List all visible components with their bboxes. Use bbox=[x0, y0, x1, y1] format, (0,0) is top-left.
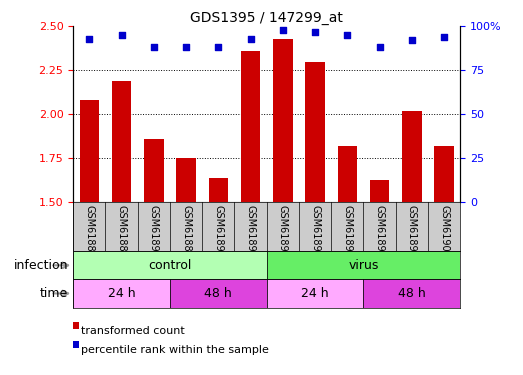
Text: GSM61891: GSM61891 bbox=[149, 205, 159, 258]
Bar bbox=[79, 100, 99, 202]
Point bbox=[150, 44, 158, 50]
Text: 48 h: 48 h bbox=[204, 287, 232, 300]
Point bbox=[246, 36, 255, 42]
Text: time: time bbox=[40, 287, 68, 300]
Text: GSM61888: GSM61888 bbox=[181, 205, 191, 258]
Bar bbox=[273, 39, 292, 203]
Point bbox=[182, 44, 190, 50]
Bar bbox=[241, 51, 260, 202]
Bar bbox=[73, 251, 267, 279]
Bar bbox=[267, 279, 363, 308]
Point bbox=[408, 38, 416, 44]
Text: percentile rank within the sample: percentile rank within the sample bbox=[81, 345, 269, 355]
Bar bbox=[267, 251, 460, 279]
Bar bbox=[402, 111, 422, 202]
Point bbox=[117, 32, 126, 38]
Bar bbox=[435, 146, 454, 202]
Text: GSM61886: GSM61886 bbox=[84, 205, 94, 258]
Bar bbox=[338, 146, 357, 202]
Bar bbox=[370, 180, 389, 203]
Point bbox=[85, 36, 94, 42]
Point bbox=[440, 34, 448, 40]
Text: virus: virus bbox=[348, 259, 379, 272]
Text: GSM61892: GSM61892 bbox=[246, 205, 256, 258]
Text: GSM61900: GSM61900 bbox=[439, 205, 449, 258]
Text: control: control bbox=[149, 259, 191, 272]
Point bbox=[279, 27, 287, 33]
Bar bbox=[363, 279, 460, 308]
Bar bbox=[170, 279, 267, 308]
Bar bbox=[305, 62, 325, 202]
Bar bbox=[144, 139, 164, 202]
Text: GSM61898: GSM61898 bbox=[407, 205, 417, 258]
Point bbox=[311, 28, 319, 34]
Point bbox=[376, 44, 384, 50]
Text: GSM61893: GSM61893 bbox=[278, 205, 288, 258]
Text: GSM61897: GSM61897 bbox=[310, 205, 320, 258]
Text: GSM61899: GSM61899 bbox=[343, 205, 353, 258]
Bar bbox=[176, 158, 196, 203]
Bar bbox=[73, 279, 170, 308]
Text: GSM61889: GSM61889 bbox=[117, 205, 127, 258]
Text: 48 h: 48 h bbox=[398, 287, 426, 300]
Text: 24 h: 24 h bbox=[108, 287, 135, 300]
Text: GSM61890: GSM61890 bbox=[213, 205, 223, 258]
Bar bbox=[112, 81, 131, 203]
Point bbox=[343, 32, 351, 38]
Text: transformed count: transformed count bbox=[81, 326, 185, 336]
Text: infection: infection bbox=[14, 259, 68, 272]
Text: GSM61896: GSM61896 bbox=[374, 205, 384, 258]
Bar bbox=[209, 178, 228, 203]
Text: 24 h: 24 h bbox=[301, 287, 329, 300]
Title: GDS1395 / 147299_at: GDS1395 / 147299_at bbox=[190, 11, 343, 25]
Point bbox=[214, 44, 223, 50]
